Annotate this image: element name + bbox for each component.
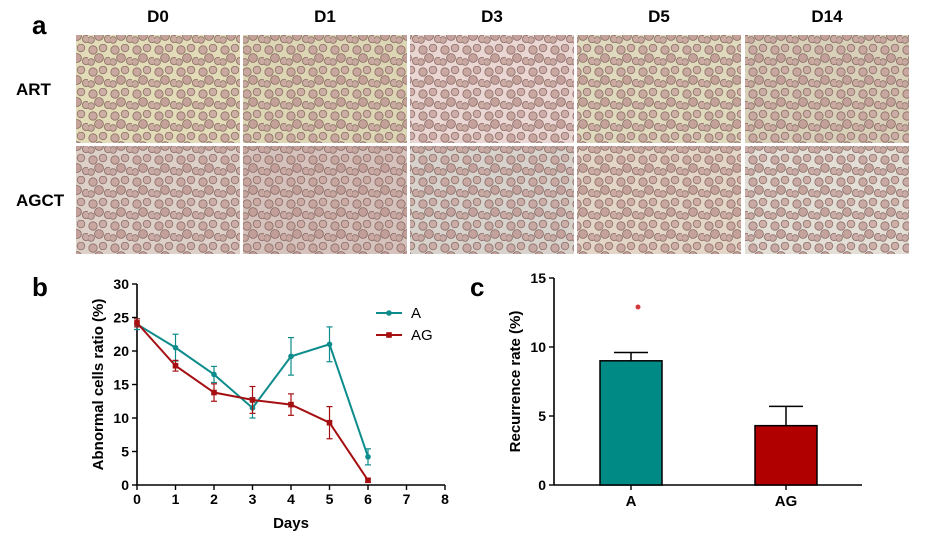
x-tick-label: 7 bbox=[403, 491, 411, 507]
data-point bbox=[365, 477, 371, 484]
micrograph-cells bbox=[76, 146, 240, 254]
y-axis-label: Recurrence rate (%) bbox=[507, 311, 524, 453]
y-tick-label: 20 bbox=[113, 343, 129, 359]
micrograph-agct-d5 bbox=[577, 146, 741, 254]
column-label-d3: D3 bbox=[481, 7, 503, 26]
micrograph-cells bbox=[745, 146, 909, 254]
legend-marker bbox=[386, 332, 392, 338]
bar-group-ag: AG bbox=[754, 405, 818, 510]
column-label-d0: D0 bbox=[147, 7, 169, 26]
legend-label: A bbox=[411, 305, 421, 322]
outlier-point bbox=[635, 304, 641, 310]
panel-a-label: a bbox=[32, 10, 47, 40]
data-point bbox=[134, 320, 140, 326]
y-tick-label: 5 bbox=[121, 444, 129, 460]
micrograph-cells bbox=[410, 35, 574, 143]
y-tick-label: 0 bbox=[121, 477, 129, 493]
legend-marker bbox=[386, 310, 392, 316]
micrograph-art-d1 bbox=[243, 35, 407, 143]
micrograph-cells bbox=[577, 35, 741, 143]
bar bbox=[599, 360, 663, 486]
bar-chart: 0 5 10 15 Recurrence rate (%) A AG bbox=[507, 270, 862, 510]
x-tick-label: 1 bbox=[172, 491, 180, 507]
row-label-agct: AGCT bbox=[16, 191, 65, 210]
series-a: A bbox=[134, 305, 421, 466]
column-label-d5: D5 bbox=[648, 7, 670, 26]
data-point bbox=[211, 389, 217, 396]
micrograph-art-d3 bbox=[410, 35, 574, 143]
data-point bbox=[365, 454, 371, 460]
micrograph-art-d5 bbox=[577, 35, 741, 143]
y-tick-label: 15 bbox=[113, 377, 129, 393]
x-tick-label: AG bbox=[775, 493, 798, 510]
micrograph-cells bbox=[577, 146, 741, 254]
y-tick-label: 0 bbox=[538, 477, 546, 493]
line-chart: 0 5 10 15 20 25 30 0 1 2 3 4 5 6 7 8 Days Abnormal cells … bbox=[90, 276, 449, 532]
micrograph-agct-d3 bbox=[410, 146, 574, 254]
y-tick-label: 15 bbox=[530, 270, 546, 286]
y-tick-label: 10 bbox=[530, 339, 546, 355]
x-tick-label: A bbox=[626, 493, 637, 510]
column-label-d14: D14 bbox=[811, 7, 843, 26]
x-tick-label: 8 bbox=[441, 491, 449, 507]
y-axis-label: Abnormal cells ratio (%) bbox=[90, 299, 107, 471]
data-point bbox=[172, 344, 179, 351]
micrograph-cells bbox=[243, 35, 407, 143]
x-tick-label: 5 bbox=[326, 491, 334, 507]
x-tick-label: 3 bbox=[249, 491, 257, 507]
micrograph-cells bbox=[410, 146, 574, 254]
x-axis-label: Days bbox=[273, 515, 309, 532]
data-point bbox=[211, 371, 217, 378]
x-tick-label: 6 bbox=[364, 491, 372, 507]
series-ag: AG bbox=[134, 318, 433, 484]
x-tick-label: 0 bbox=[133, 491, 141, 507]
data-point bbox=[288, 401, 294, 408]
micrograph-agct-d0 bbox=[76, 146, 240, 254]
legend-label: AG bbox=[411, 327, 433, 344]
data-point bbox=[249, 397, 256, 403]
bar bbox=[754, 424, 818, 486]
row-label-art: ART bbox=[16, 80, 52, 99]
micrograph-cells bbox=[76, 35, 240, 143]
column-label-d1: D1 bbox=[314, 7, 336, 26]
panel-c-label: c bbox=[470, 272, 484, 302]
micrograph-cells bbox=[243, 146, 407, 254]
y-tick-label: 25 bbox=[113, 310, 129, 326]
y-tick-label: 5 bbox=[538, 408, 546, 424]
y-tick-label: 30 bbox=[113, 276, 129, 292]
data-point bbox=[172, 362, 179, 369]
data-point bbox=[326, 341, 333, 348]
x-tick-label: 4 bbox=[287, 491, 295, 507]
x-tick-label: 2 bbox=[210, 491, 218, 507]
y-tick-label: 10 bbox=[113, 410, 129, 426]
bar-group-a: A bbox=[599, 351, 663, 510]
micrograph-agct-d1 bbox=[243, 146, 407, 254]
panel-b-label: b bbox=[32, 272, 48, 302]
data-point bbox=[288, 353, 294, 360]
micrograph-cells bbox=[745, 35, 909, 143]
micrograph-art-d14 bbox=[745, 35, 909, 143]
micrograph-art-d0 bbox=[76, 35, 240, 143]
data-point bbox=[326, 419, 333, 426]
micrograph-agct-d14 bbox=[745, 146, 909, 254]
